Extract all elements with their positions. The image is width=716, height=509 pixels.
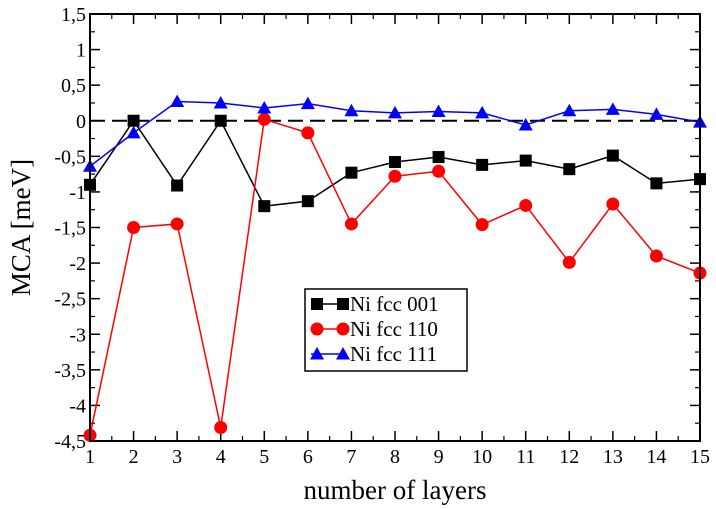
legend-entry: Ni fcc 110 xyxy=(310,317,438,341)
data-point xyxy=(475,218,489,232)
plot-frame xyxy=(89,13,701,442)
legend-marker-start xyxy=(310,322,324,336)
data-point xyxy=(519,198,533,212)
data-point xyxy=(344,217,358,231)
data-point xyxy=(518,118,533,131)
data-point xyxy=(170,217,184,231)
data-point xyxy=(432,151,445,164)
x-tick-label: 6 xyxy=(303,446,313,468)
x-tick-label: 13 xyxy=(603,446,623,468)
data-point xyxy=(562,255,576,269)
x-tick-label: 10 xyxy=(472,446,492,468)
data-point xyxy=(301,126,315,140)
x-tick-label: 4 xyxy=(216,446,226,468)
data-series xyxy=(83,94,707,442)
legend-entry: Ni fcc 111 xyxy=(310,342,437,366)
data-point xyxy=(650,177,663,190)
y-tick-label: 1 xyxy=(76,40,86,62)
data-point xyxy=(301,195,314,208)
legend-marker-end xyxy=(336,322,350,336)
y-tick-label: -0,5 xyxy=(54,146,86,168)
series-square xyxy=(84,114,706,213)
data-point xyxy=(432,164,446,178)
data-point xyxy=(562,103,577,117)
data-point xyxy=(214,114,227,127)
data-point xyxy=(431,104,446,117)
legend-marker-start xyxy=(311,298,323,310)
data-point xyxy=(345,166,358,179)
data-point xyxy=(170,94,185,108)
legend-entry: Ni fcc 001 xyxy=(311,292,439,316)
data-point xyxy=(213,95,228,109)
legend-marker-end xyxy=(337,298,349,310)
x-tick-label: 12 xyxy=(559,446,579,468)
data-point xyxy=(606,197,620,211)
y-tick-label: -2,5 xyxy=(54,289,86,311)
x-tick-label: 11 xyxy=(516,446,535,468)
y-tick-label: -1 xyxy=(69,182,86,204)
x-tick-label: 8 xyxy=(390,446,400,468)
legend-marker-end xyxy=(336,347,350,360)
x-tick-label: 2 xyxy=(129,446,139,468)
data-point xyxy=(476,158,489,171)
data-point xyxy=(214,420,228,434)
legend-marker-start xyxy=(310,347,324,360)
legend-label: Ni fcc 001 xyxy=(350,292,439,316)
y-tick-label: -4,5 xyxy=(54,431,86,453)
x-tick-label: 9 xyxy=(434,446,444,468)
data-point xyxy=(127,221,141,234)
y-tick-label: 0,5 xyxy=(61,75,86,97)
data-point xyxy=(127,114,140,127)
data-point xyxy=(257,112,271,126)
data-point xyxy=(171,179,184,192)
data-point xyxy=(649,107,664,120)
x-axis-title: number of layers xyxy=(304,475,487,505)
x-tick-label: 1 xyxy=(85,446,95,468)
data-point xyxy=(519,154,532,167)
y-tick-label: -2 xyxy=(69,253,86,275)
legend-box xyxy=(304,288,468,372)
y-tick-label: 0 xyxy=(76,111,86,133)
legend-label: Ni fcc 110 xyxy=(350,317,438,341)
y-tick-label: -1,5 xyxy=(54,218,86,240)
data-point xyxy=(475,105,490,119)
data-point xyxy=(388,169,402,183)
data-point xyxy=(258,200,271,213)
x-tick-label: 3 xyxy=(172,446,182,468)
y-tick-label: -3 xyxy=(69,324,86,346)
x-tick-label: 7 xyxy=(346,446,356,468)
y-tick-label: 1,5 xyxy=(61,4,86,26)
data-point xyxy=(126,125,141,139)
data-point xyxy=(605,102,620,115)
data-point xyxy=(344,103,359,117)
legend-label: Ni fcc 111 xyxy=(350,342,437,366)
y-tick-label: -4 xyxy=(69,395,86,417)
data-point xyxy=(388,105,402,119)
y-tick-label: -3,5 xyxy=(54,360,86,382)
y-axis-title: MCA [meV] xyxy=(6,159,36,296)
data-point xyxy=(649,249,663,263)
data-point xyxy=(300,96,315,110)
series-circle xyxy=(83,112,707,442)
data-point xyxy=(606,149,619,162)
x-tick-label: 15 xyxy=(690,446,710,468)
data-point xyxy=(389,156,401,169)
x-tick-label: 14 xyxy=(646,446,666,468)
series-triangle xyxy=(83,94,707,172)
x-tick-label: 5 xyxy=(259,446,269,468)
data-point xyxy=(563,163,576,176)
data-point xyxy=(257,100,272,114)
